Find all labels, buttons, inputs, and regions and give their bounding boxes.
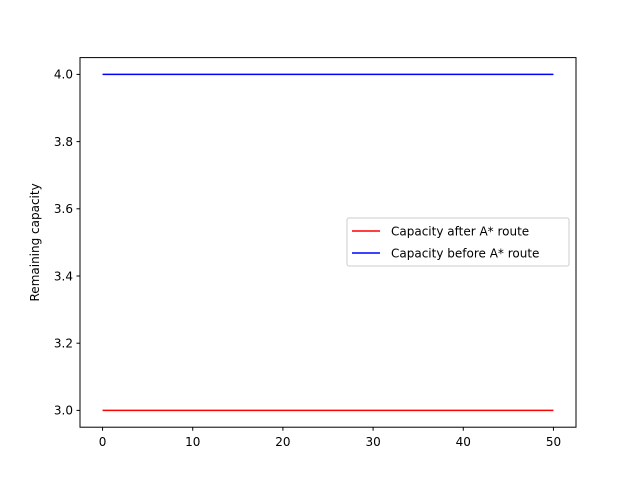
legend: Capacity after A* route Capacity before A…: [346, 217, 570, 267]
y-tick-label: 3.2: [54, 337, 73, 351]
y-tick-label: 3.6: [54, 202, 73, 216]
x-tick-label: 40: [456, 435, 471, 449]
y-axis-label: Remaining capacity: [28, 183, 42, 301]
legend-box: [346, 217, 570, 267]
x-tick-label: 50: [546, 435, 561, 449]
series-layer: [102, 73, 554, 412]
y-tick-label: 3.8: [54, 135, 73, 149]
y-tick-label: 4.0: [54, 68, 73, 82]
y-tick-label: 3.0: [54, 404, 73, 418]
x-tick-label: 30: [365, 435, 380, 449]
axes-frame: [79, 57, 577, 428]
y-tick-label: 3.4: [54, 269, 73, 283]
legend-label: Capacity before A* route: [391, 246, 539, 260]
x-tick-label: 10: [185, 435, 200, 449]
legend-label: Capacity after A* route: [391, 224, 529, 238]
x-tick-label: 20: [275, 435, 290, 449]
plot-area: [79, 57, 577, 428]
y-axis: 3.0 3.2 3.4 3.6 3.8 4.0: [54, 68, 80, 418]
x-axis: 0 10 20 30 40 50: [99, 427, 561, 449]
x-tick-label: 0: [99, 435, 107, 449]
